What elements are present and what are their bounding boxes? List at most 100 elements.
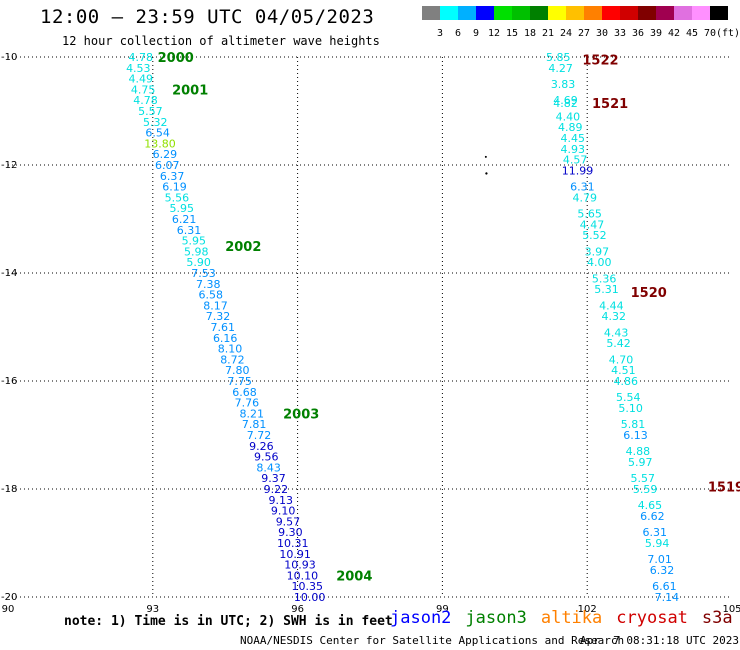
swh-value-label: 4.65 — [638, 499, 663, 512]
pass-time-label: 2004 — [336, 569, 372, 584]
swh-value-label: 6.16 — [213, 332, 238, 345]
color-scale-swatch — [656, 6, 674, 20]
swh-value-label: 6.13 — [623, 429, 648, 442]
swh-value-label: 4.53 — [126, 62, 151, 75]
generated-timestamp: Apr 7 08:31:18 UTC 2023 — [580, 634, 739, 647]
swh-value-label: 5.95 — [182, 235, 207, 248]
swh-value-label: 6.61 — [652, 580, 677, 593]
swh-value-label: 5.42 — [606, 337, 631, 350]
swh-value-label: 7.80 — [225, 364, 250, 377]
legend-entry-altika: altika — [540, 608, 603, 628]
x-tick-label: 93 — [146, 604, 159, 615]
swh-value-label: 5.56 — [165, 191, 190, 204]
legend-entry-jason3: jason3 — [465, 608, 527, 628]
swh-value-label: 4.49 — [128, 73, 153, 86]
swh-value-label: 7.61 — [211, 321, 236, 334]
swh-value-label: 8.72 — [220, 353, 245, 366]
legend-entry-s3a: s3a — [701, 608, 733, 628]
swh-value-label: 5.59 — [633, 483, 658, 496]
swh-value-label: 5.32 — [143, 116, 168, 129]
color-scale-swatch — [530, 6, 548, 20]
swh-value-label: 7.01 — [647, 553, 672, 566]
color-scale-label: 70 — [703, 28, 717, 39]
swh-value-label: 13.80 — [144, 137, 176, 150]
swh-value-label: 8.10 — [218, 343, 243, 356]
x-tick-label: 105 — [722, 604, 740, 615]
swh-value-label: 9.30 — [278, 526, 303, 539]
land-mark — [484, 155, 487, 158]
swh-value-label: 6.37 — [160, 170, 185, 183]
color-scale-swatch — [422, 6, 440, 20]
swh-value-label: 5.94 — [645, 537, 670, 550]
color-scale-label: 24 — [559, 28, 573, 39]
swh-value-label: 5.81 — [621, 418, 646, 431]
swh-value-label: 10.00 — [294, 591, 326, 604]
swh-value-label: 4.27 — [548, 62, 573, 75]
pass-time-label: 1522 — [582, 54, 618, 69]
y-tick-label: -18 — [1, 484, 17, 495]
pass-time-label: 1520 — [631, 286, 667, 301]
pass-time-label: 1521 — [592, 97, 628, 112]
color-scale-swatch — [566, 6, 584, 20]
legend-entry-jason2: jason2 — [390, 608, 452, 628]
swh-value-label: 10.93 — [284, 559, 316, 572]
swh-value-label: 4.93 — [560, 143, 585, 156]
swh-value-label: 4.43 — [604, 326, 629, 339]
swh-value-label: 10.31 — [277, 537, 309, 550]
swh-value-label: 5.85 — [546, 51, 571, 64]
swh-value-label: 6.62 — [640, 510, 665, 523]
color-scale-label: 42 — [667, 28, 681, 39]
swh-value-label: 5.98 — [184, 245, 209, 258]
chart-subtitle: 12 hour collection of altimeter wave hei… — [62, 34, 380, 48]
swh-value-label: 7.38 — [196, 278, 221, 291]
swh-value-label: 7.76 — [235, 397, 260, 410]
pass-time-label: 1519 — [708, 480, 740, 495]
swh-value-label: 4.79 — [573, 191, 598, 204]
swh-value-label: 10.35 — [292, 580, 324, 593]
swh-value-label: 4.70 — [609, 353, 634, 366]
swh-value-label: 7.72 — [247, 429, 272, 442]
swh-value-label: 10.91 — [279, 548, 311, 561]
swh-value-label: 6.31 — [570, 181, 595, 194]
swh-value-label: 4.51 — [611, 364, 636, 377]
swh-value-label: 4.86 — [614, 375, 639, 388]
swh-value-label: 6.68 — [232, 386, 257, 399]
swh-value-label: 9.26 — [249, 440, 274, 453]
satellite-legend: jason2 jason3 altika cryosat s3a — [390, 608, 740, 628]
swh-value-label: 10.10 — [287, 569, 319, 582]
swh-value-label: 8.21 — [239, 407, 264, 420]
swh-value-label: 4.45 — [560, 132, 585, 145]
color-scale-label: 6 — [454, 28, 462, 39]
color-scale-swatch — [512, 6, 530, 20]
swh-value-label: 4.44 — [599, 299, 624, 312]
swh-value-label: 5.57 — [630, 472, 655, 485]
chart-title: 12:00 – 23:59 UTC 04/05/2023 — [40, 6, 375, 28]
color-scale-swatch — [458, 6, 476, 20]
swh-value-label: 7.53 — [191, 267, 216, 280]
swh-value-label: 3.83 — [551, 78, 576, 91]
swh-value-label: 4.69 — [553, 94, 578, 107]
swh-value-label: 7.75 — [227, 375, 252, 388]
x-tick-label: 96 — [291, 604, 304, 615]
swh-value-label: 6.29 — [153, 148, 178, 161]
x-tick-label: 90 — [2, 604, 15, 615]
color-scale-label: 39 — [649, 28, 663, 39]
swh-value-label: 8.43 — [256, 461, 281, 474]
color-scale-label: 18 — [523, 28, 537, 39]
swh-value-label: 4.00 — [587, 256, 612, 269]
swh-value-label: 9.22 — [264, 483, 289, 496]
land-mark-label: ∙ — [484, 169, 489, 178]
swh-value-label: 11.99 — [562, 164, 594, 177]
swh-value-label: 4.78 — [133, 94, 158, 107]
pass-time-label: 2002 — [225, 240, 261, 255]
legend-entry-cryosat: cryosat — [616, 608, 688, 628]
color-scale-label: 12 — [487, 28, 501, 39]
swh-value-label: 4.47 — [580, 218, 605, 231]
swh-value-label: 4.78 — [128, 51, 153, 64]
color-scale-label: 45 — [685, 28, 699, 39]
color-scale-swatch — [584, 6, 602, 20]
swh-value-label: 6.54 — [145, 127, 170, 140]
swh-value-label: 8.17 — [203, 299, 228, 312]
y-tick-label: -16 — [1, 376, 17, 387]
